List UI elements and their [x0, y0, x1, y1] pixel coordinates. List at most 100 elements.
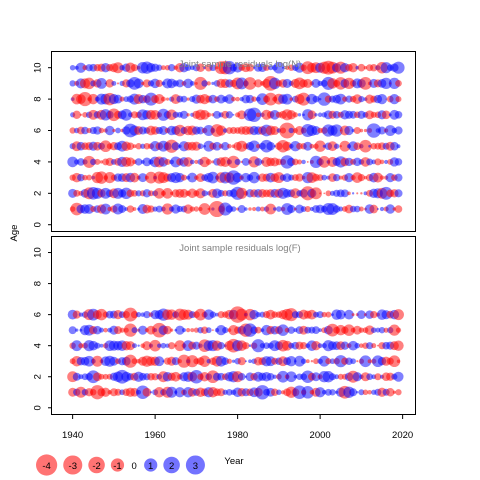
residual-bubble	[181, 328, 187, 333]
residual-bubble	[317, 343, 323, 349]
legend-bubble	[185, 455, 205, 475]
residual-bubble	[136, 312, 142, 318]
residual-bubble	[292, 158, 299, 166]
residual-bubble	[294, 355, 305, 367]
residual-bubble	[75, 328, 79, 332]
residual-bubble	[187, 172, 198, 183]
residual-bubble	[220, 156, 231, 168]
residual-bubble	[321, 174, 328, 181]
residual-bubble	[288, 127, 294, 134]
residual-bubble	[297, 113, 302, 117]
residual-bubble	[230, 206, 237, 212]
residual-bubble	[316, 174, 324, 181]
residual-bubble	[394, 189, 403, 198]
residual-bubble	[353, 157, 362, 167]
residual-bubble	[88, 93, 99, 105]
residual-bubble	[231, 96, 236, 102]
residual-bubble	[359, 77, 372, 90]
residual-bubble	[179, 110, 189, 119]
residual-bubble	[98, 127, 105, 134]
residual-bubble	[113, 326, 123, 335]
residual-bubble	[130, 311, 139, 319]
residual-bubble	[310, 360, 314, 363]
residual-bubble	[395, 80, 402, 87]
residual-bubble	[226, 388, 233, 396]
residual-bubble	[186, 355, 199, 368]
residual-bubble	[155, 79, 163, 88]
residual-bubble	[301, 385, 315, 399]
y-tick-label: 0	[33, 222, 44, 227]
residual-bubble	[94, 158, 101, 165]
residual-bubble	[329, 373, 336, 381]
residual-bubble	[235, 308, 248, 321]
residual-bubble	[248, 171, 260, 184]
residual-bubble	[105, 157, 114, 167]
residual-bubble	[379, 175, 385, 180]
residual-bubble	[311, 126, 321, 136]
residual-bubble	[215, 125, 227, 136]
residual-bubble	[327, 141, 338, 152]
residual-bubble	[99, 327, 104, 333]
x-tick-label: 1980	[227, 430, 248, 441]
residual-bubble	[205, 158, 212, 165]
panel-n-y-axis: 0 2 4 6 8 10	[33, 62, 52, 227]
residual-bubble	[356, 360, 359, 363]
residual-bubble	[126, 205, 135, 213]
residual-bubble	[225, 205, 234, 213]
residual-bubble	[183, 78, 193, 89]
residual-bubble	[129, 172, 140, 183]
residual-bubble	[306, 160, 309, 163]
residual-bubble	[378, 326, 386, 334]
residual-bubble	[370, 310, 378, 319]
residual-bubble	[277, 370, 289, 383]
y-axis-label: Age	[9, 225, 20, 242]
residual-bubble	[153, 187, 165, 199]
legend-bubble	[110, 458, 125, 472]
residual-bubble	[72, 372, 81, 381]
residual-bubble	[319, 192, 322, 195]
residual-bubble	[93, 372, 102, 382]
residual-bubble	[353, 205, 361, 213]
residual-bubble	[362, 389, 369, 396]
residual-bubble	[392, 390, 396, 394]
residual-bubble	[359, 139, 372, 153]
residual-bubble	[201, 190, 208, 197]
residual-bubble	[134, 158, 143, 166]
residual-bubble	[71, 340, 83, 352]
residual-bubble	[154, 94, 165, 105]
residual-bubble	[271, 388, 279, 397]
residual-bubble	[245, 94, 255, 104]
residual-bubble	[394, 110, 403, 119]
residual-bubble	[318, 328, 322, 333]
residual-bubble	[351, 192, 355, 195]
residual-bubble	[310, 187, 322, 200]
residual-bubble	[366, 123, 381, 138]
residual-bubble	[303, 141, 313, 151]
residual-bubble	[100, 203, 112, 215]
residual-bubble	[221, 142, 230, 151]
residual-bubble	[160, 342, 167, 349]
residual-bubble	[209, 64, 217, 72]
residual-bubble	[115, 127, 121, 134]
residual-bubble	[143, 310, 151, 319]
residual-bubble	[333, 143, 340, 149]
residual-bubble	[236, 187, 248, 199]
residual-bubble	[241, 158, 250, 166]
residual-bubble	[170, 371, 181, 382]
residual-bubble	[226, 358, 233, 364]
residual-bubble	[357, 63, 366, 72]
residual-bubble	[254, 158, 263, 166]
residual-bubble	[353, 126, 361, 135]
residual-bubble	[225, 111, 234, 119]
y-tick-label: 0	[33, 405, 44, 410]
residual-bubble	[111, 80, 117, 86]
residual-bubble	[367, 359, 372, 364]
residual-bubble	[189, 159, 195, 165]
y-tick-label: 6	[33, 128, 44, 133]
residual-bubble	[264, 92, 278, 106]
residual-bubble	[394, 205, 403, 213]
residual-bubble	[162, 188, 173, 199]
legend-label: 3	[193, 461, 198, 472]
residual-bubble	[189, 206, 195, 212]
residual-bubble	[75, 62, 86, 73]
